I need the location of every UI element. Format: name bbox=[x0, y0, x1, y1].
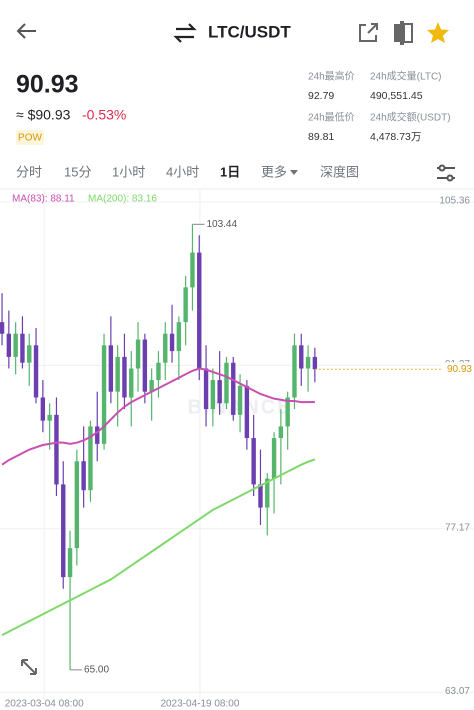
candle-body bbox=[190, 252, 195, 288]
candle-body bbox=[129, 368, 134, 398]
stat-value: 490,551.45 bbox=[370, 90, 423, 102]
ma-line bbox=[1, 458, 316, 636]
candle-body bbox=[265, 478, 270, 508]
candle-body bbox=[47, 414, 52, 421]
candle-body bbox=[271, 438, 277, 479]
candle-body bbox=[285, 397, 290, 427]
candle-body bbox=[231, 362, 236, 415]
favorite-star[interactable] bbox=[427, 22, 449, 43]
legend-entry: MA(83): 88.11 bbox=[12, 194, 75, 205]
x-tick-label: 2023-03-04 08:00 bbox=[5, 699, 84, 710]
candle-body bbox=[122, 356, 127, 398]
candle-body bbox=[108, 345, 114, 392]
candle-body bbox=[6, 333, 12, 357]
candle-body bbox=[13, 333, 18, 357]
tab[interactable]: 更多 bbox=[261, 164, 287, 179]
stat-value: 92.79 bbox=[308, 90, 334, 102]
stat-label: 24h成交量(LTC) bbox=[370, 70, 442, 83]
last-price: 90.93 bbox=[16, 71, 79, 99]
x-tick-label: 2023-04-19 08:00 bbox=[160, 699, 239, 710]
candle-body bbox=[88, 426, 93, 491]
tab-selected[interactable]: 1日 bbox=[220, 164, 240, 179]
tag-bg bbox=[16, 130, 44, 145]
swap-icon[interactable] bbox=[173, 23, 197, 43]
candle-body bbox=[54, 414, 59, 485]
tab[interactable]: 15分 bbox=[64, 164, 91, 179]
tab[interactable]: 1小时 bbox=[112, 164, 145, 179]
share-icon[interactable] bbox=[359, 23, 378, 42]
candle-body bbox=[74, 461, 80, 549]
tab[interactable]: 分时 bbox=[16, 164, 42, 179]
stat-value: 4,478.73万 bbox=[370, 131, 421, 143]
candle-body bbox=[305, 356, 311, 369]
candle-body bbox=[135, 339, 141, 369]
candle-body bbox=[244, 385, 250, 439]
stat-label: 24h成交额(USDT) bbox=[370, 111, 451, 124]
last-price-label: 90.93 bbox=[447, 364, 472, 375]
candle-body bbox=[0, 322, 5, 334]
candle-body bbox=[101, 345, 107, 444]
candle-body bbox=[251, 438, 256, 485]
candle-body bbox=[149, 380, 154, 392]
candle-body bbox=[210, 380, 216, 410]
candle-body bbox=[81, 461, 86, 491]
candle-body bbox=[40, 397, 46, 421]
candle-body bbox=[156, 362, 161, 381]
candle-body bbox=[176, 322, 182, 352]
candle-body bbox=[33, 345, 39, 398]
price-change: -0.53% bbox=[82, 107, 126, 123]
tab[interactable]: 深度图 bbox=[320, 164, 359, 179]
annotation-label: 65.00 bbox=[84, 665, 109, 676]
candle-body bbox=[299, 345, 304, 369]
back-button[interactable] bbox=[16, 23, 36, 39]
stat-label: 24h最低价 bbox=[308, 111, 355, 124]
candle-body bbox=[61, 484, 66, 578]
last-price-bg bbox=[442, 362, 474, 377]
candle-body bbox=[67, 548, 73, 578]
layout-icon[interactable] bbox=[394, 21, 413, 45]
candle-body bbox=[183, 287, 188, 323]
candle-body bbox=[217, 380, 222, 404]
candle-body bbox=[142, 339, 148, 392]
candle-body bbox=[203, 368, 209, 410]
candle-body bbox=[237, 385, 243, 415]
stat-label: 24h最高价 bbox=[308, 70, 355, 83]
candle-body bbox=[163, 333, 168, 363]
expand-icon[interactable] bbox=[21, 659, 37, 675]
candle-body bbox=[95, 426, 100, 444]
candle-body bbox=[224, 362, 229, 404]
candle-body bbox=[312, 356, 318, 370]
candle-body bbox=[197, 252, 202, 369]
ma-line bbox=[1, 367, 315, 466]
settings-icon[interactable] bbox=[437, 164, 455, 182]
usd-price: ≈ $90.93 bbox=[16, 107, 71, 123]
y-tick-label: 77.17 bbox=[445, 522, 470, 533]
candle-body bbox=[115, 356, 120, 392]
stat-value: 89.81 bbox=[308, 131, 334, 143]
legend-entry: MA(200): 83.16 bbox=[88, 194, 157, 205]
candle-body bbox=[292, 345, 297, 398]
pair-title[interactable]: LTC/USDT bbox=[208, 22, 291, 41]
candle-body bbox=[20, 333, 25, 363]
tag: POW bbox=[18, 133, 42, 144]
candle-body bbox=[258, 484, 263, 508]
annotation-label: 103.44 bbox=[206, 219, 237, 230]
candle-body bbox=[27, 345, 32, 363]
tab[interactable]: 4小时 bbox=[166, 164, 199, 179]
y-tick-label: 63.07 bbox=[445, 686, 470, 697]
candle-body bbox=[278, 426, 284, 439]
candle-body bbox=[169, 333, 175, 352]
y-tick-label: 105.36 bbox=[439, 196, 470, 207]
dropdown-caret bbox=[290, 170, 298, 175]
